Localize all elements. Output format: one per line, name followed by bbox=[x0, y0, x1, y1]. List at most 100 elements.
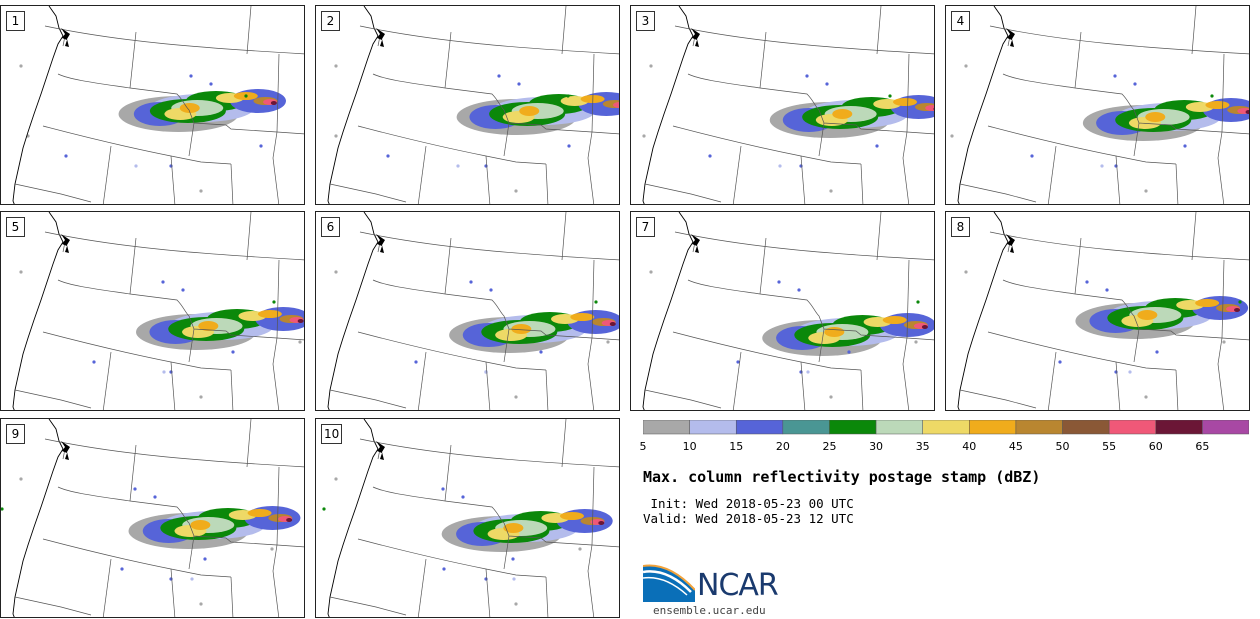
island-cluster bbox=[691, 234, 700, 253]
state-border bbox=[102, 351, 112, 410]
colorbar-segment bbox=[735, 420, 784, 435]
state-border bbox=[230, 369, 234, 410]
reflectivity-speck bbox=[888, 94, 892, 98]
reflectivity-speck bbox=[190, 577, 194, 581]
state-border bbox=[561, 212, 567, 261]
state-border bbox=[246, 419, 252, 468]
state-border bbox=[644, 183, 722, 203]
member-number: 2 bbox=[321, 11, 340, 31]
reflectivity-speck bbox=[642, 134, 646, 138]
state-border bbox=[417, 558, 427, 617]
island-cluster bbox=[1006, 234, 1015, 253]
state-border bbox=[444, 444, 452, 502]
reflectivity-cell bbox=[286, 518, 293, 522]
state-border bbox=[129, 500, 304, 548]
island-cluster bbox=[376, 28, 385, 47]
reflectivity-cell bbox=[190, 520, 211, 530]
ensemble-member-panel: 6 bbox=[315, 211, 620, 411]
reflectivity-speck bbox=[441, 487, 445, 491]
reflectivity-cell bbox=[559, 512, 584, 520]
reflectivity-map bbox=[327, 212, 619, 410]
reflectivity-speck bbox=[829, 189, 833, 193]
reflectivity-speck bbox=[162, 370, 166, 374]
state-border bbox=[246, 6, 252, 55]
state-border bbox=[732, 145, 742, 204]
reflectivity-speck bbox=[950, 134, 954, 138]
state-border bbox=[357, 331, 547, 371]
state-border bbox=[357, 538, 547, 578]
reflectivity-speck bbox=[334, 64, 338, 68]
state-border bbox=[129, 31, 137, 89]
coastline bbox=[642, 6, 694, 204]
state-border bbox=[1133, 328, 1140, 363]
coastline bbox=[12, 212, 64, 410]
state-border bbox=[860, 369, 864, 410]
state-border bbox=[687, 279, 761, 295]
state-border bbox=[876, 6, 882, 55]
reflectivity-speck bbox=[189, 74, 193, 78]
reflectivity-speck bbox=[606, 340, 610, 344]
state-border bbox=[1133, 122, 1140, 157]
state-border bbox=[57, 73, 131, 89]
island-cluster bbox=[61, 441, 70, 460]
state-border bbox=[503, 535, 510, 570]
reflectivity-cell bbox=[1145, 112, 1166, 122]
state-border bbox=[272, 131, 280, 204]
state-border bbox=[129, 87, 304, 135]
reflectivity-cell bbox=[1195, 299, 1220, 307]
state-border bbox=[372, 73, 446, 89]
website-url[interactable]: ensemble.ucar.edu bbox=[653, 604, 766, 617]
colorbar-tick-label: 35 bbox=[915, 440, 930, 453]
reflectivity-cell bbox=[570, 313, 595, 321]
reflectivity-cell bbox=[613, 102, 619, 108]
coastline bbox=[12, 419, 64, 617]
reflectivity-speck bbox=[334, 270, 338, 274]
ensemble-member-panel: 10 bbox=[315, 418, 620, 618]
state-border bbox=[170, 361, 176, 410]
reflectivity-speck bbox=[875, 144, 879, 148]
reflectivity-map bbox=[957, 212, 1249, 410]
state-border bbox=[1047, 145, 1057, 204]
reflectivity-speck bbox=[1058, 360, 1062, 364]
coastline bbox=[327, 6, 379, 204]
state-border bbox=[129, 293, 304, 341]
state-border bbox=[1191, 212, 1197, 261]
colorbar-tick-label: 55 bbox=[1102, 440, 1117, 453]
reflectivity-speck bbox=[916, 300, 920, 304]
state-border bbox=[987, 125, 1177, 165]
reflectivity-speck bbox=[489, 288, 493, 292]
state-border bbox=[800, 155, 806, 204]
state-border bbox=[42, 125, 232, 165]
state-border bbox=[276, 53, 280, 133]
reflectivity-speck bbox=[334, 477, 338, 481]
island-cluster bbox=[376, 441, 385, 460]
reflectivity-speck bbox=[566, 94, 570, 98]
state-border bbox=[800, 361, 806, 410]
reflectivity-speck bbox=[203, 557, 207, 561]
state-border bbox=[329, 389, 407, 409]
state-border bbox=[1221, 53, 1225, 133]
reflectivity-speck bbox=[244, 94, 248, 98]
reflectivity-speck bbox=[736, 360, 740, 364]
state-border bbox=[170, 568, 176, 617]
state-border bbox=[1074, 31, 1082, 89]
reflectivity-speck bbox=[461, 495, 465, 499]
coastline bbox=[327, 212, 379, 410]
colorbar-segment bbox=[1155, 420, 1203, 435]
reflectivity-speck bbox=[199, 602, 203, 606]
reflectivity-cell bbox=[179, 103, 200, 113]
reflectivity-speck bbox=[806, 370, 810, 374]
member-number: 4 bbox=[951, 11, 970, 31]
reflectivity-speck bbox=[92, 360, 96, 364]
reflectivity-speck bbox=[334, 134, 338, 138]
island-cluster bbox=[1006, 28, 1015, 47]
coastline bbox=[327, 419, 379, 617]
state-border bbox=[417, 351, 427, 410]
state-border bbox=[987, 331, 1177, 371]
colorbar-segment bbox=[1062, 420, 1110, 435]
colorbar-tick-label: 60 bbox=[1148, 440, 1163, 453]
reflectivity-map bbox=[642, 6, 934, 204]
colorbar-tick-label: 10 bbox=[682, 440, 697, 453]
reflectivity-speck bbox=[456, 164, 460, 168]
state-border bbox=[359, 438, 619, 468]
